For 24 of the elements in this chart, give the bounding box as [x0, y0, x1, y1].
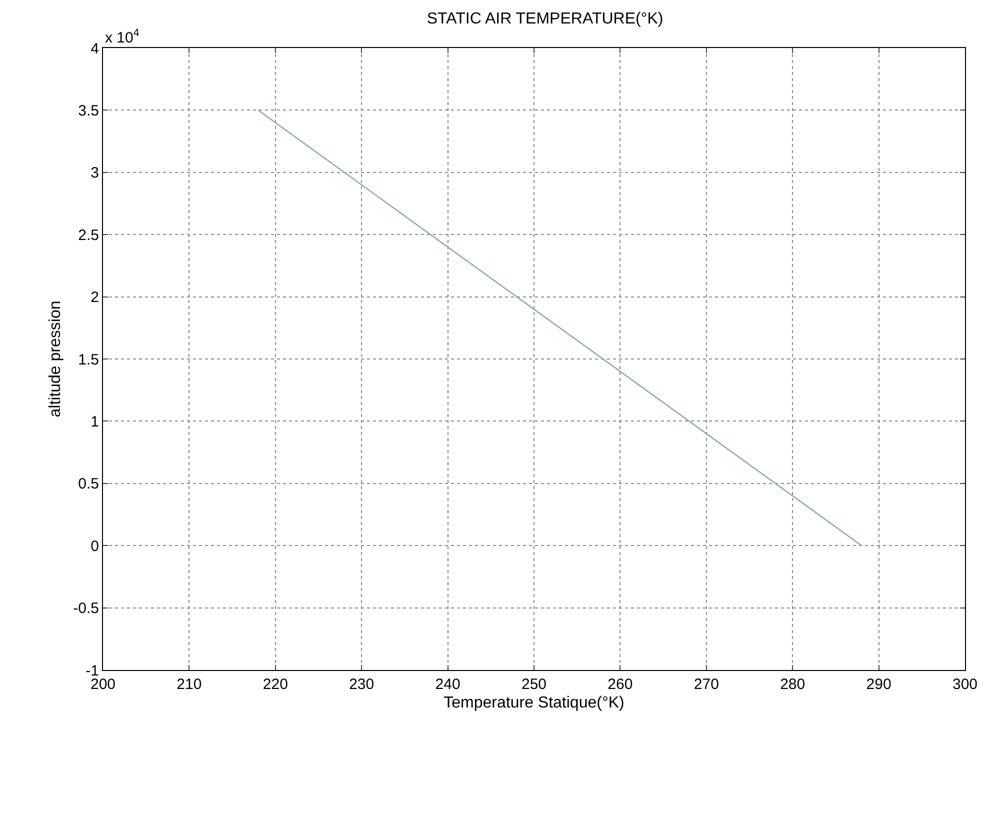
text: x 10$^{4}$: [105, 27, 140, 46]
y-tick-label: 0: [90, 538, 99, 555]
y-tick-label: 1.5: [78, 351, 99, 368]
y-tick-label: -0.5: [73, 600, 99, 618]
x-tick-label: 230: [349, 676, 374, 693]
x-axis-title: Temperature Statique(°K): [444, 694, 624, 712]
y-tick-label: 0.5: [78, 476, 99, 493]
x-tick-label: 240: [435, 676, 460, 693]
x-tick-label: 250: [521, 676, 547, 693]
x-tick-label: 270: [694, 676, 719, 693]
x-tick-label: 300: [952, 676, 978, 693]
x-tick-label: 290: [866, 676, 892, 693]
y-tick-label: 4: [90, 40, 99, 58]
x-tick-label: 280: [780, 676, 806, 693]
y-tick-label: 1: [90, 413, 99, 430]
y-tick-label: 2: [90, 289, 99, 306]
x-tick-label: 210: [176, 676, 202, 693]
y-axis-title: altitude pression: [47, 300, 64, 418]
y-tick-label: 3: [90, 164, 99, 182]
y-tick-label: 2.5: [78, 226, 99, 244]
y-tick-label: 3.5: [78, 102, 99, 120]
chart-title: STATIC AIR TEMPERATURE(°K): [426, 10, 664, 28]
x-tick-label: 220: [262, 676, 288, 693]
x-tick-label: 260: [608, 676, 633, 693]
